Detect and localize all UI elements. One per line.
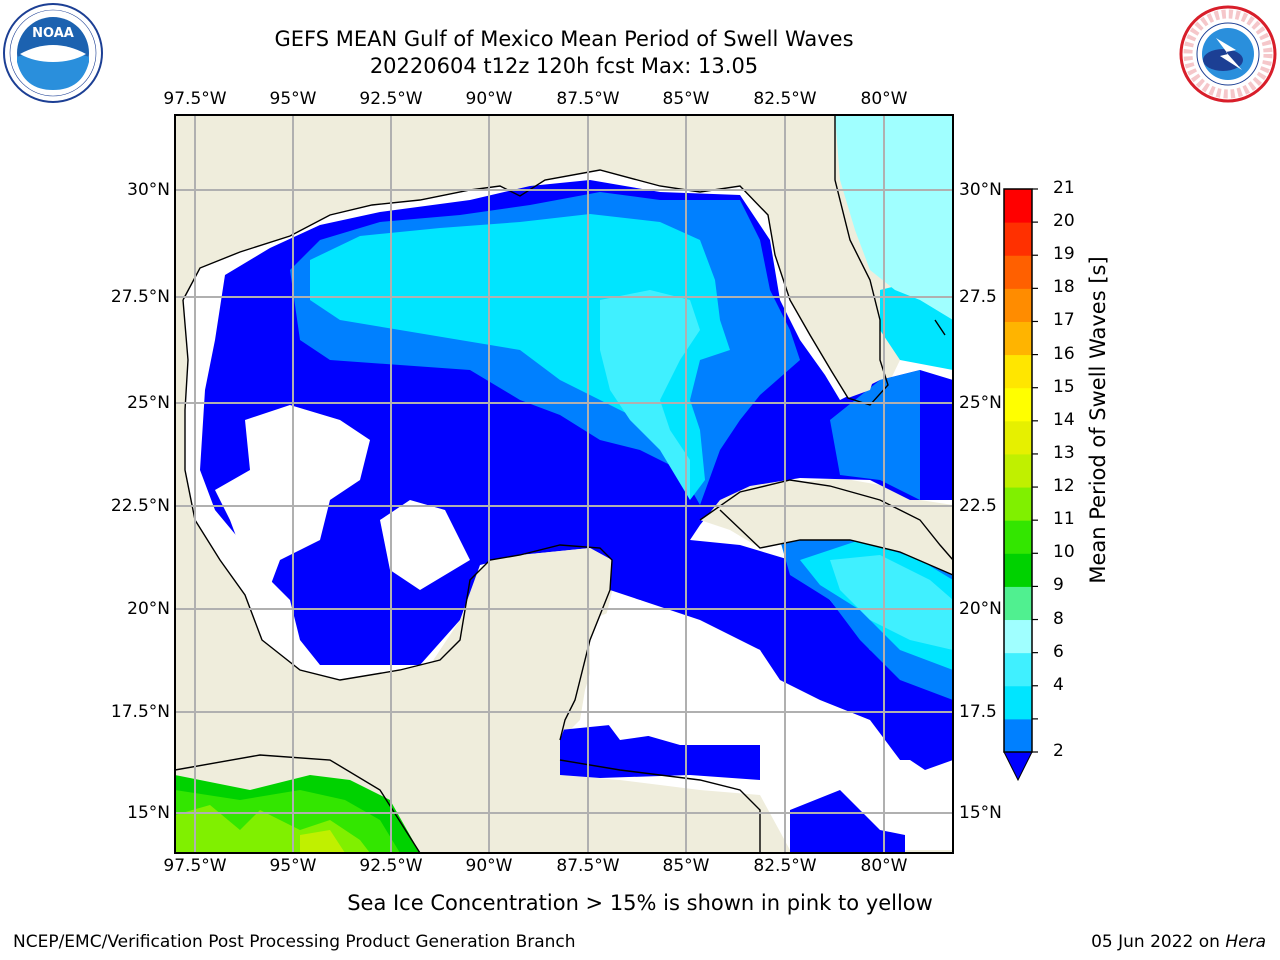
- lat-label-right: 30°N: [959, 180, 1002, 200]
- noaa-logo-text: NOAA: [32, 26, 74, 41]
- colorbar-tick-label: 8: [1053, 608, 1064, 629]
- colorbar-bin: [1004, 520, 1032, 554]
- lon-label-bottom: 87.5°W: [556, 856, 620, 876]
- lon-label-bottom: 92.5°W: [359, 856, 423, 876]
- colorbar-tick-label: 9: [1053, 575, 1064, 596]
- colorbar-tick-label: 15: [1053, 376, 1075, 397]
- colorbar-tick-label: 14: [1053, 409, 1075, 430]
- lat-label-left: 20°N: [127, 599, 170, 619]
- colorbar-bin: [1004, 487, 1032, 521]
- swell-13-14s-region: [300, 830, 345, 853]
- colorbar-bin: [1004, 619, 1032, 654]
- lat-label-right: 15°N: [959, 803, 1002, 823]
- colorbar-frame: [1003, 188, 1033, 753]
- forecast-subtitle: 20220604 t12z 120h fcst Max: 13.05: [369, 54, 759, 78]
- colorbar-bin: [1004, 321, 1032, 356]
- land-cuba: [700, 480, 953, 575]
- colorbar-tick-label: 18: [1053, 277, 1075, 298]
- lon-label-bottom: 82.5°W: [753, 856, 817, 876]
- colorbar-bin: [1004, 222, 1032, 256]
- lon-label-top: 92.5°W: [359, 89, 423, 109]
- colorbar-bin: [1004, 652, 1032, 687]
- colorbar-tick-label: 2: [1053, 741, 1064, 761]
- coastline: [175, 115, 953, 853]
- lat-label-left: 30°N: [127, 180, 170, 200]
- lat-label-right: 25°N: [959, 393, 1002, 413]
- noaa-logo: NOAA: [3, 3, 103, 103]
- swell-under-2s-region: [880, 700, 953, 770]
- swell-8-9s-region: [835, 115, 953, 320]
- swell-6-8s-region: [600, 290, 700, 500]
- colorbar-bin: [1004, 354, 1032, 389]
- colorbar-tick-label: 17: [1053, 310, 1075, 331]
- colorbar-bin: [1004, 387, 1032, 422]
- lon-label-top: 87.5°W: [556, 89, 620, 109]
- graticule: [175, 115, 953, 853]
- swell-6-8s-region: [830, 555, 953, 650]
- colorbar-tick-label: 12: [1053, 476, 1075, 497]
- nws-logo: [1179, 5, 1277, 103]
- colorbar-tick-label: 19: [1053, 244, 1075, 265]
- map-frame: [174, 114, 954, 854]
- lat-label-left: 25°N: [127, 393, 170, 413]
- lat-label-left: 17.5°N: [110, 702, 170, 722]
- lat-label-left: 27.5°N: [110, 287, 170, 307]
- lon-label-bottom: 90°W: [465, 856, 513, 876]
- colorbar-tick-label: 4: [1053, 674, 1064, 695]
- lat-label-right: 27.5: [959, 287, 997, 307]
- lon-label-bottom: 95°W: [269, 856, 317, 876]
- footer-date: 05 Jun 2022 on Hera: [1091, 932, 1266, 952]
- sea-ice-note: Sea Ice Concentration > 15% is shown in …: [347, 891, 933, 915]
- land-yucatan: [390, 548, 612, 760]
- colorbar-tick-label: 11: [1053, 509, 1075, 530]
- colorbar-tick-label: 6: [1053, 641, 1064, 662]
- colorbar-tick-label: 20: [1053, 211, 1075, 232]
- lon-label-bottom: 97.5°W: [163, 856, 227, 876]
- lat-label-right: 20°N: [959, 599, 1002, 619]
- lon-label-top: 95°W: [269, 89, 317, 109]
- lat-label-left: 22.5°N: [110, 496, 170, 516]
- lon-label-top: 97.5°W: [163, 89, 227, 109]
- colorbar-bin: [1004, 685, 1032, 720]
- lon-label-bottom: 80°W: [860, 856, 908, 876]
- footer-machine: Hera: [1225, 932, 1266, 952]
- colorbar-bin: [1004, 553, 1032, 587]
- colorbar-bin: [1004, 288, 1032, 322]
- lon-label-bottom: 85°W: [662, 856, 710, 876]
- land-florida: [740, 115, 880, 398]
- colorbar-tick-label: 10: [1053, 542, 1075, 563]
- colorbar-tick-label: 21: [1053, 178, 1075, 198]
- colorbar-bin: [1004, 718, 1032, 753]
- colorbar-tick-label: 16: [1053, 343, 1075, 364]
- swell-under-2s-region: [560, 725, 760, 780]
- colorbar-tick-label: 13: [1053, 442, 1075, 463]
- lat-label-left: 15°N: [127, 803, 170, 823]
- missing-data-region: [380, 500, 470, 590]
- colorbar-bin: [1004, 420, 1032, 455]
- swell-4-6s-region: [310, 214, 730, 500]
- lat-label-right: 22.5: [959, 496, 997, 516]
- colorbar-under-triangle: [1003, 751, 1033, 782]
- colorbar-bins: [1004, 189, 1032, 753]
- colorbar-ticks: [1032, 188, 1038, 753]
- lon-label-top: 90°W: [465, 89, 513, 109]
- colorbar-title: Mean Period of Swell Waves [s]: [1086, 256, 1110, 584]
- colorbar-bin: [1004, 255, 1032, 289]
- colorbar-bin: [1004, 189, 1032, 223]
- lat-label-right: 17.5: [959, 702, 997, 722]
- lon-label-top: 85°W: [662, 89, 710, 109]
- colorbar-bin: [1004, 586, 1032, 621]
- lon-label-top: 82.5°W: [753, 89, 817, 109]
- swell-under-2s-region: [790, 790, 905, 853]
- footer-date-text: 05 Jun 2022 on: [1091, 932, 1226, 952]
- lon-label-top: 80°W: [860, 89, 908, 109]
- map-title: GEFS MEAN Gulf of Mexico Mean Period of …: [274, 27, 854, 51]
- colorbar-bin: [1004, 453, 1032, 488]
- footer-credit: NCEP/EMC/Verification Post Processing Pr…: [13, 932, 576, 952]
